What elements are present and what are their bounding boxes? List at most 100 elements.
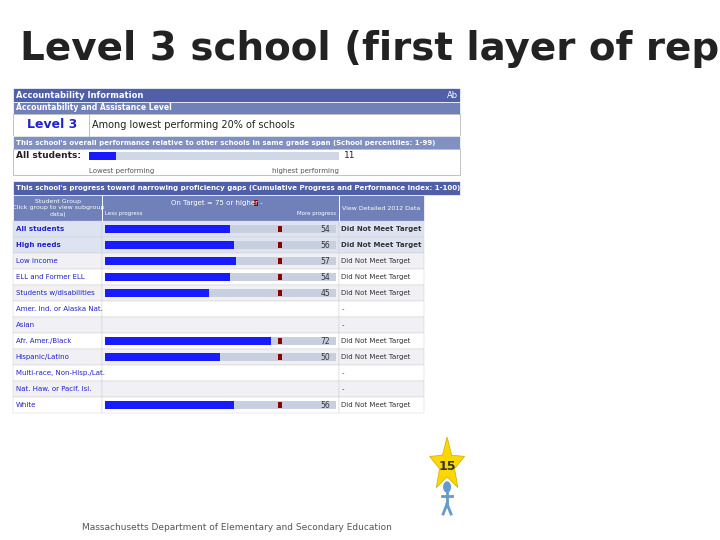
Bar: [338, 221, 424, 237]
Bar: [13, 237, 102, 253]
Text: -: -: [341, 370, 343, 376]
Text: Asian: Asian: [16, 322, 35, 328]
Text: 54: 54: [320, 273, 330, 281]
Bar: [338, 269, 424, 285]
Text: On Target = 75 or higher -: On Target = 75 or higher -: [171, 200, 263, 206]
Text: Did Not Meet Target: Did Not Meet Target: [341, 338, 410, 344]
Bar: [338, 285, 424, 301]
Bar: [338, 381, 424, 397]
Bar: [13, 285, 102, 301]
Bar: [102, 381, 338, 397]
Text: 11: 11: [344, 152, 356, 160]
Text: Student Group
(Click group to view subgroup
data): Student Group (Click group to view subgr…: [10, 199, 104, 217]
Bar: [102, 397, 338, 413]
Text: Did Not Meet Target: Did Not Meet Target: [341, 354, 410, 360]
Bar: [13, 381, 102, 397]
Text: Amer. Ind. or Alaska Nat.: Amer. Ind. or Alaska Nat.: [16, 306, 103, 312]
Text: -: -: [341, 306, 343, 312]
Text: Massachusetts Department of Elementary and Secondary Education: Massachusetts Department of Elementary a…: [82, 523, 392, 532]
Bar: [338, 365, 424, 381]
Bar: [338, 397, 424, 413]
Bar: [278, 258, 282, 264]
Bar: [104, 401, 234, 409]
Text: Did Not Meet Target: Did Not Meet Target: [341, 258, 410, 264]
Text: This school's overall performance relative to other schools in same grade span (: This school's overall performance relati…: [16, 139, 435, 145]
Text: 72: 72: [320, 336, 330, 346]
Text: Did Not Meet Target: Did Not Meet Target: [341, 242, 422, 248]
Bar: [338, 253, 424, 269]
Bar: [104, 353, 220, 361]
Text: 56: 56: [320, 401, 330, 409]
Text: Among lowest performing 20% of schools: Among lowest performing 20% of schools: [92, 120, 294, 130]
Bar: [278, 290, 282, 296]
Circle shape: [444, 482, 451, 492]
Bar: [13, 88, 460, 102]
Text: 57: 57: [320, 256, 330, 266]
Bar: [104, 273, 336, 281]
Text: Did Not Meet Target: Did Not Meet Target: [341, 290, 410, 296]
Polygon shape: [430, 437, 464, 488]
Bar: [13, 365, 102, 381]
Text: Afr. Amer./Black: Afr. Amer./Black: [16, 338, 71, 344]
Bar: [13, 102, 460, 114]
Text: -: -: [341, 322, 343, 328]
Bar: [104, 241, 336, 249]
Bar: [13, 114, 460, 136]
Text: Did Not Meet Target: Did Not Meet Target: [341, 274, 410, 280]
Text: Level 3: Level 3: [27, 118, 78, 132]
Bar: [102, 365, 338, 381]
Bar: [278, 402, 282, 408]
Bar: [104, 225, 230, 233]
Bar: [102, 237, 338, 253]
Bar: [338, 237, 424, 253]
Text: 56: 56: [320, 240, 330, 249]
Bar: [278, 242, 282, 248]
Text: 54: 54: [320, 225, 330, 233]
Bar: [104, 225, 336, 233]
Bar: [278, 354, 282, 360]
Bar: [13, 149, 460, 175]
Bar: [13, 195, 102, 221]
Text: All students: All students: [16, 226, 64, 232]
Text: View Detailed 2012 Data: View Detailed 2012 Data: [342, 206, 420, 211]
Text: Lowest performing: Lowest performing: [89, 168, 154, 174]
Bar: [13, 333, 102, 349]
Text: All students:: All students:: [16, 152, 81, 160]
Bar: [104, 289, 209, 297]
Bar: [13, 181, 460, 195]
Text: 45: 45: [320, 288, 330, 298]
Text: Level 3 school (first layer of report): Level 3 school (first layer of report): [19, 30, 720, 68]
Text: Students w/disabilities: Students w/disabilities: [16, 290, 94, 296]
Text: Less progress: Less progress: [104, 212, 142, 217]
Bar: [102, 301, 338, 317]
Bar: [13, 136, 460, 149]
Bar: [13, 301, 102, 317]
Text: Did Not Meet Target: Did Not Meet Target: [341, 402, 410, 408]
Bar: [338, 349, 424, 365]
Text: White: White: [16, 402, 36, 408]
Text: Low income: Low income: [16, 258, 58, 264]
Text: highest performing: highest performing: [271, 168, 338, 174]
Bar: [13, 317, 102, 333]
Bar: [338, 195, 424, 221]
Text: ELL and Former ELL: ELL and Former ELL: [16, 274, 84, 280]
Text: -: -: [341, 386, 343, 392]
Bar: [338, 301, 424, 317]
Bar: [104, 257, 336, 265]
Bar: [13, 397, 102, 413]
Bar: [278, 226, 282, 232]
Text: High needs: High needs: [16, 242, 60, 248]
Bar: [104, 353, 336, 361]
Bar: [104, 241, 234, 249]
Bar: [338, 333, 424, 349]
Bar: [104, 337, 271, 345]
Bar: [13, 349, 102, 365]
Bar: [13, 269, 102, 285]
Bar: [13, 253, 102, 269]
Bar: [102, 269, 338, 285]
Text: Accountability Information: Accountability Information: [16, 91, 143, 99]
Bar: [104, 289, 336, 297]
Bar: [254, 199, 258, 206]
Bar: [278, 274, 282, 280]
Bar: [104, 337, 336, 345]
